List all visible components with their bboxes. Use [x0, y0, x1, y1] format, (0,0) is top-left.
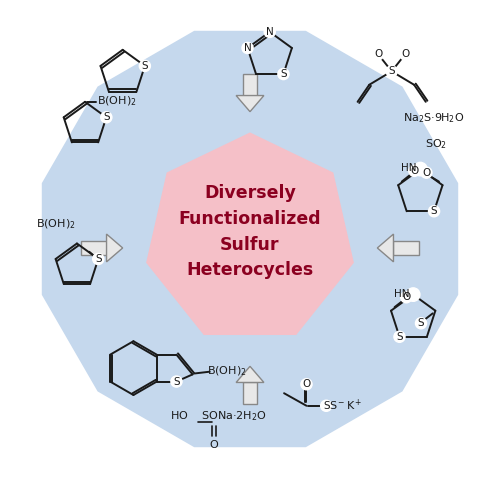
Text: O: O: [210, 440, 218, 450]
Polygon shape: [394, 241, 418, 255]
Text: S: S: [431, 206, 438, 216]
Text: HN: HN: [401, 163, 416, 173]
Circle shape: [171, 376, 182, 387]
Circle shape: [386, 66, 397, 77]
Polygon shape: [236, 96, 264, 112]
Text: S: S: [103, 112, 110, 122]
Text: S: S: [418, 318, 424, 328]
Text: HO    SONa·2H$_2$O: HO SONa·2H$_2$O: [170, 410, 267, 424]
Circle shape: [320, 400, 332, 412]
Circle shape: [421, 167, 432, 178]
Circle shape: [301, 379, 312, 390]
Text: S: S: [388, 66, 395, 76]
Text: O: O: [410, 166, 418, 176]
Text: S: S: [323, 401, 330, 411]
Text: N: N: [266, 27, 274, 37]
Text: S$^-$K$^+$: S$^-$K$^+$: [329, 398, 362, 413]
Circle shape: [278, 68, 289, 80]
Circle shape: [406, 288, 420, 301]
Text: HN: HN: [394, 289, 409, 299]
Polygon shape: [236, 366, 264, 382]
Text: O: O: [402, 292, 410, 302]
Text: B(OH)$_2$: B(OH)$_2$: [207, 364, 246, 378]
Text: B(OH)$_2$: B(OH)$_2$: [36, 217, 76, 230]
Text: Na$_2$S·9H$_2$O: Na$_2$S·9H$_2$O: [403, 111, 464, 125]
Text: S: S: [142, 61, 148, 71]
Circle shape: [409, 165, 420, 176]
Circle shape: [428, 206, 440, 217]
Polygon shape: [44, 33, 456, 445]
Text: B(OH)$_2$: B(OH)$_2$: [98, 94, 137, 108]
Circle shape: [394, 331, 405, 342]
Text: Diversely
Functionalized
Sulfur
Heterocycles: Diversely Functionalized Sulfur Heterocy…: [178, 185, 322, 279]
Circle shape: [92, 253, 104, 264]
Circle shape: [101, 112, 112, 123]
Circle shape: [242, 43, 253, 54]
Text: O: O: [401, 49, 409, 59]
Polygon shape: [378, 234, 394, 262]
Polygon shape: [106, 234, 122, 262]
Text: S: S: [173, 377, 180, 387]
Text: O: O: [422, 168, 430, 178]
Circle shape: [414, 163, 427, 176]
Circle shape: [400, 292, 412, 303]
Text: O: O: [374, 49, 382, 59]
Circle shape: [416, 318, 426, 329]
Polygon shape: [82, 241, 106, 255]
Text: N: N: [244, 43, 252, 53]
Text: O: O: [302, 379, 310, 389]
Polygon shape: [147, 133, 353, 334]
Circle shape: [400, 49, 410, 60]
Text: S: S: [95, 254, 102, 264]
Circle shape: [264, 26, 276, 37]
Polygon shape: [244, 382, 256, 404]
Text: SO$_2$: SO$_2$: [426, 137, 448, 151]
Circle shape: [372, 49, 384, 60]
Text: S: S: [396, 332, 403, 342]
Text: S: S: [280, 69, 286, 79]
Circle shape: [140, 60, 150, 72]
Polygon shape: [244, 74, 256, 96]
